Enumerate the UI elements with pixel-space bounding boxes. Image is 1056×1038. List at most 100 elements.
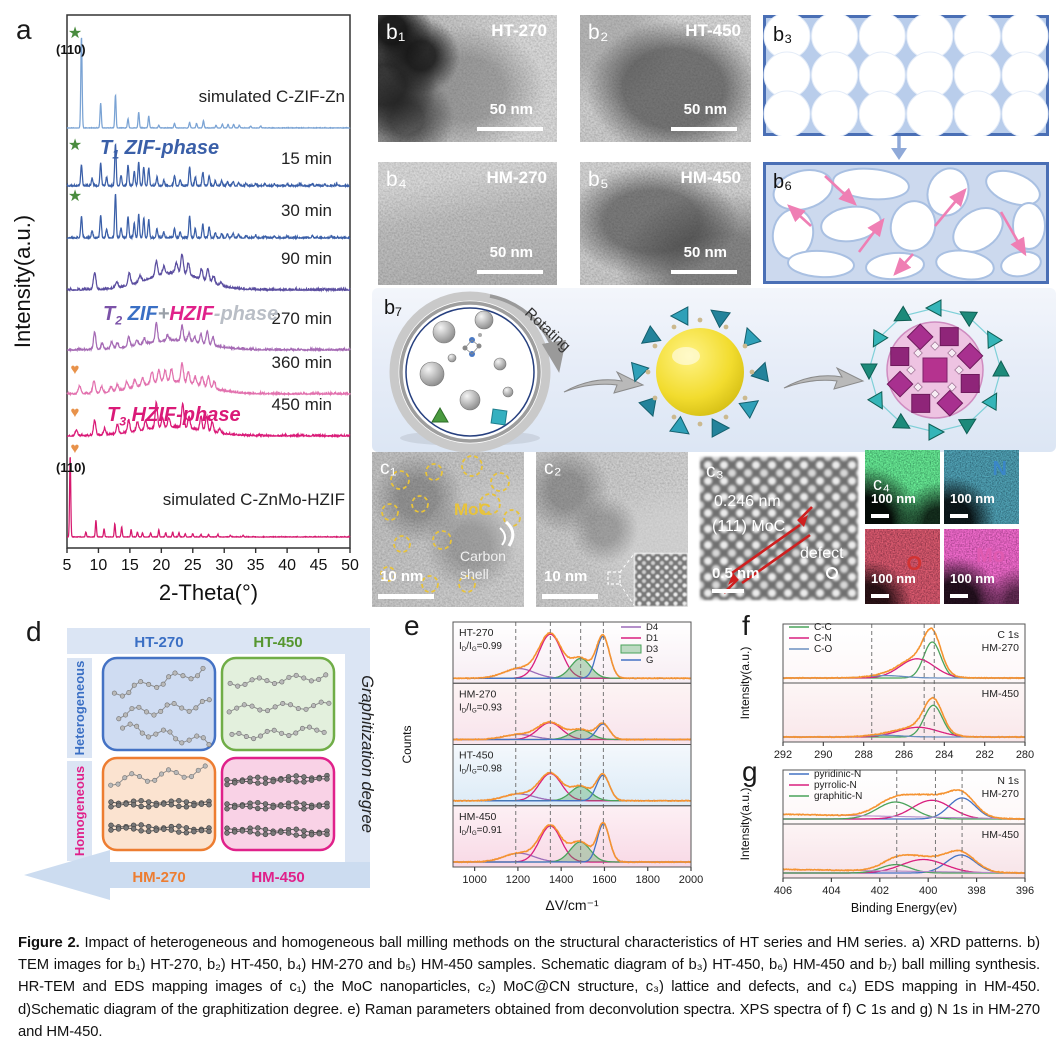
eds-shading [865, 450, 940, 524]
molecule-chain [229, 724, 327, 742]
heart-icon: ♥ [71, 440, 80, 457]
moc-particle-circles [380, 455, 521, 593]
tem-shading [378, 162, 557, 285]
molecule-chain [116, 697, 212, 722]
sample-label-ht270: HT-270 [491, 21, 547, 40]
element-label-mo: Mo [976, 545, 1005, 567]
component-graphitic-n [783, 863, 1025, 874]
trace-label: 15 min [281, 149, 332, 168]
corner-label: HM-270 [982, 788, 1020, 800]
legend-label: pyrrolic-N [814, 780, 857, 791]
heart-icon: ♥ [71, 404, 80, 421]
x-tick-label: 1800 [635, 874, 659, 886]
x-tick-label: 20 [152, 557, 170, 574]
envelope-curve [782, 627, 1025, 680]
label-ht270: HT-270 [134, 634, 183, 651]
xrd-trace-15-min [66, 142, 351, 189]
legend-label: C-C [814, 622, 832, 633]
element-label-o: O [906, 553, 922, 575]
trace-label: 90 min [281, 249, 332, 268]
eds-map-c: c₄ 100 nm [865, 450, 940, 524]
legend-label: D4 [646, 622, 658, 633]
trace-label: 30 min [281, 201, 332, 220]
scale-bar [950, 594, 968, 598]
eds-shading [944, 450, 1019, 524]
x-tick-label: 282 [975, 749, 993, 760]
arrow-down-icon [891, 136, 907, 160]
star-icon: ★ [68, 25, 82, 42]
x-tick-label: 286 [895, 749, 913, 760]
carbon-shell-label-2: shell [460, 566, 489, 582]
caption-title: Figure 2. [18, 935, 80, 951]
scale-label: 50 nm [683, 244, 727, 261]
legend-label: D3 [646, 644, 658, 655]
trace-label: 360 min [272, 353, 332, 372]
lattice-image-c3 [700, 457, 858, 600]
schematic-b6-milled-particles: b₆ [763, 162, 1049, 284]
panel-label-b4: b₄ [386, 168, 408, 191]
panel-label-b6: b₆ [773, 171, 792, 193]
panel-label-b1: b₁ [386, 21, 406, 44]
envelope-curve [452, 771, 692, 803]
label-graphitization-degree: Graphitization degree [358, 675, 376, 833]
subpanel-title: HT-270 [459, 627, 494, 639]
scale-label: 10 nm [544, 568, 588, 585]
molecule-chain [224, 803, 330, 812]
legend-label: C-N [814, 633, 832, 644]
inset-connector-lines [607, 553, 635, 606]
tem-image-b4: b₄ HM-270 50 nm [378, 162, 557, 285]
x-tick-label: 50 [341, 557, 359, 574]
miller-index-label: (110) [56, 42, 86, 57]
x-tick-label: 25 [184, 557, 202, 574]
x-tick-label: 290 [814, 749, 832, 760]
miller-index-label: (110) [56, 460, 86, 475]
envelope-curve [452, 720, 692, 742]
x-axis-title: 2-Theta(°) [159, 580, 258, 605]
x-tick-label: 292 [774, 749, 792, 760]
caption-text: Impact of heterogeneous and homogeneous … [18, 935, 1040, 1038]
label-hm450: HM-450 [251, 869, 304, 886]
subpanel-title: HT-450 [459, 750, 494, 762]
panel-letter-f: f [742, 610, 750, 641]
element-label-n: N [992, 458, 1007, 480]
phase-label-2: T2 ZIF+HZIF-phase [103, 303, 278, 327]
x-tick-label: 2000 [679, 874, 703, 886]
graphitization-schematic: HT-270 HT-450 Heterogeneous Homogeneous Grap… [24, 628, 376, 900]
tem-shading [580, 162, 751, 285]
xrd-trace-90-min [66, 253, 351, 293]
scale-bar [871, 514, 889, 518]
corner-label: HM-450 [982, 829, 1020, 841]
tem-noise [378, 162, 557, 285]
x-tick-label: 400 [919, 885, 937, 897]
label-heterogeneous: Heterogeneous [72, 661, 87, 756]
x-tick-label: 15 [121, 557, 139, 574]
x-tick-label: 1000 [462, 874, 486, 886]
label-homogeneous: Homogeneous [72, 766, 87, 856]
molecule-chain [224, 775, 330, 788]
xrd-trace-simulated-c-znmo-hzif [67, 457, 351, 539]
x-axis-title: Binding Energy(ev) [851, 901, 957, 915]
xrd-trace-360-min [66, 362, 351, 397]
x-tick-label: 284 [935, 749, 953, 760]
trace-label: simulated C-ZIF-Zn [199, 87, 345, 106]
x-tick-label: 1200 [506, 874, 530, 886]
scale-bar [712, 589, 744, 593]
subpanel-title: HM-270 [459, 688, 497, 700]
x-tick-label: 280 [1016, 749, 1034, 760]
corner-label: C 1s [997, 629, 1019, 641]
scale-label: 0.5 nm [712, 565, 760, 582]
subpanel-title: HM-450 [459, 811, 497, 823]
scale-bar [671, 270, 737, 274]
schematic-b3-packed-spheres: b₃ [763, 15, 1049, 136]
legend-label: pyridinic-N [814, 769, 861, 780]
scale-bar [477, 270, 543, 274]
corner-label: HM-270 [982, 642, 1020, 654]
envelope-curve [452, 821, 692, 864]
scale-bar [477, 127, 543, 131]
tem-image-b1: b₁ HT-270 50 nm [378, 15, 557, 142]
scale-label: 50 nm [683, 101, 727, 118]
eds-map-n: N 100 nm [944, 450, 1019, 524]
